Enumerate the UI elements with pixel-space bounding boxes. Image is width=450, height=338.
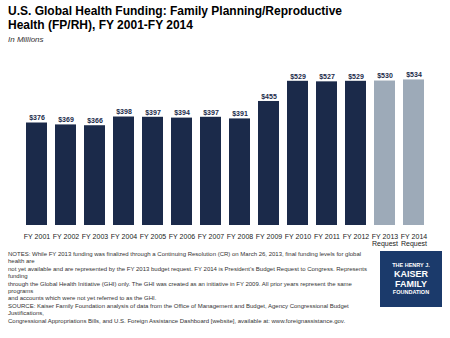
svg-text:$529: $529	[348, 73, 364, 81]
svg-text:FY 2003: FY 2003	[82, 233, 108, 240]
svg-text:FY 2006: FY 2006	[169, 233, 195, 240]
svg-text:$376: $376	[29, 114, 45, 122]
svg-text:FY 2014Request: FY 2014Request	[401, 233, 427, 248]
svg-text:FY 2002: FY 2002	[53, 233, 79, 240]
html-text:NOTES: While FY 2013 funding w: NOTES: While FY 2013 funding was finaliz…	[8, 251, 362, 265]
svg-text:FY 2012: FY 2012	[343, 233, 369, 240]
svg-text:FY 2010: FY 2010	[285, 233, 311, 240]
svg-text:$530: $530	[377, 72, 393, 80]
svg-text:$369: $369	[58, 116, 74, 124]
html-text:Congressional Appropriations B: Congressional Appropriations Bills, and …	[8, 317, 346, 324]
svg-text:$397: $397	[145, 109, 161, 117]
html-text:through the Global Health Init: through the Global Health Initiative (GH…	[8, 280, 352, 294]
html-text:FAMILY: FAMILY	[394, 279, 428, 289]
svg-text:$394: $394	[174, 109, 190, 117]
svg-text:FY 2001: FY 2001	[24, 233, 50, 240]
svg-text:$391: $391	[232, 110, 248, 118]
html-text:and accounts which were not ye: and accounts which were not yet referred…	[8, 295, 157, 302]
svg-text:$455: $455	[261, 93, 277, 101]
svg-text:$527: $527	[319, 73, 335, 81]
svg-text:$529: $529	[290, 73, 306, 81]
svg-text:FY 2009: FY 2009	[256, 233, 282, 240]
html-text:In Millions: In Millions	[8, 35, 44, 44]
html-text:FOUNDATION: FOUNDATION	[392, 289, 430, 296]
html-text:SOURCE: Kaiser Family Foundati: SOURCE: Kaiser Family Foundation analysi…	[8, 302, 349, 317]
svg-text:$366: $366	[87, 117, 103, 125]
svg-text:$534: $534	[406, 71, 422, 79]
svg-text:FY 2005: FY 2005	[140, 233, 166, 240]
svg-text:FY 2007: FY 2007	[198, 233, 224, 240]
svg-text:FY 2004: FY 2004	[111, 233, 137, 240]
html-text:not yet available and are repr: not yet available and are represented by…	[8, 265, 367, 280]
svg-text:$398: $398	[116, 108, 132, 116]
html-text:Health (FP/RH), FY 2001-FY 201: Health (FP/RH), FY 2001-FY 2014	[8, 18, 193, 32]
html-text:KAISER: KAISER	[394, 268, 428, 279]
svg-text:$397: $397	[203, 109, 219, 117]
svg-text:FY 2013Request: FY 2013Request	[372, 233, 398, 248]
html-text:THE HENRY J.: THE HENRY J.	[392, 262, 430, 269]
svg-text:FY 2008: FY 2008	[227, 233, 253, 240]
svg-text:FY 2011: FY 2011	[314, 233, 340, 240]
html-text:U.S. Global Health Funding: Fa: U.S. Global Health Funding: Family Plann…	[8, 4, 342, 18]
